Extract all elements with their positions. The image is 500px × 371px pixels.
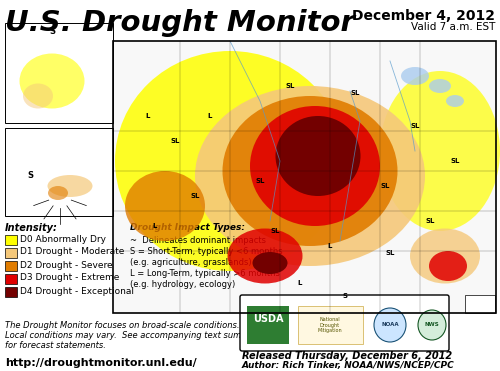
Text: http://droughtmonitor.unl.edu/: http://droughtmonitor.unl.edu/ <box>5 358 197 368</box>
Ellipse shape <box>195 86 425 266</box>
Bar <box>5 274 17 284</box>
Ellipse shape <box>401 67 429 85</box>
Text: S: S <box>342 293 347 299</box>
Text: S: S <box>27 171 33 181</box>
Text: SL: SL <box>380 183 390 189</box>
Text: Valid 7 a.m. EST: Valid 7 a.m. EST <box>410 22 495 32</box>
Bar <box>113 41 496 313</box>
Text: L: L <box>153 223 157 229</box>
Text: Intensity:: Intensity: <box>5 223 58 233</box>
Bar <box>113 41 496 313</box>
Ellipse shape <box>374 308 406 342</box>
Bar <box>5 128 113 216</box>
Text: NWS: NWS <box>424 322 440 328</box>
Text: L: L <box>146 113 150 119</box>
Ellipse shape <box>20 53 84 108</box>
Text: SL: SL <box>170 138 179 144</box>
Text: SL: SL <box>190 193 200 199</box>
Ellipse shape <box>125 171 205 241</box>
Ellipse shape <box>250 106 380 226</box>
Ellipse shape <box>228 229 302 283</box>
Text: SL: SL <box>410 123 420 129</box>
Text: (e.g. hydrology, ecology): (e.g. hydrology, ecology) <box>130 280 236 289</box>
Text: SL: SL <box>426 218 434 224</box>
Text: L = Long-Term, typically >6 months: L = Long-Term, typically >6 months <box>130 269 280 278</box>
Text: ~  Delineates dominant impacts: ~ Delineates dominant impacts <box>130 236 266 245</box>
Bar <box>5 248 17 258</box>
Text: SL: SL <box>286 83 294 89</box>
Text: SL: SL <box>386 250 394 256</box>
Ellipse shape <box>418 310 446 340</box>
Text: D0 Abnormally Dry: D0 Abnormally Dry <box>20 234 106 243</box>
Ellipse shape <box>429 251 467 281</box>
Text: S: S <box>49 26 55 36</box>
Text: D4 Drought - Exceptional: D4 Drought - Exceptional <box>20 286 134 295</box>
Text: NOAA: NOAA <box>381 322 399 328</box>
Ellipse shape <box>380 71 500 231</box>
Text: U.S. Drought Monitor: U.S. Drought Monitor <box>5 9 355 37</box>
Text: SL: SL <box>350 90 360 96</box>
Ellipse shape <box>410 229 480 283</box>
Ellipse shape <box>23 83 53 108</box>
Text: D2 Drought - Severe: D2 Drought - Severe <box>20 260 112 269</box>
Bar <box>298 306 363 344</box>
Text: Author: Rich Tinker, NOAA/NWS/NCEP/CPC: Author: Rich Tinker, NOAA/NWS/NCEP/CPC <box>242 361 455 370</box>
Text: SL: SL <box>256 178 264 184</box>
Text: The Drought Monitor focuses on broad-scale conditions.: The Drought Monitor focuses on broad-sca… <box>5 321 240 330</box>
Ellipse shape <box>252 252 288 274</box>
Text: Local conditions may vary.  See accompanying text summary: Local conditions may vary. See accompany… <box>5 331 263 340</box>
Text: D3 Drought - Extreme: D3 Drought - Extreme <box>20 273 119 282</box>
Bar <box>5 287 17 297</box>
Ellipse shape <box>429 79 451 93</box>
Text: L: L <box>328 243 332 249</box>
Text: USDA: USDA <box>253 314 283 324</box>
Bar <box>465 295 495 313</box>
Text: December 4, 2012: December 4, 2012 <box>352 9 495 23</box>
Text: SL: SL <box>450 158 460 164</box>
Text: L: L <box>298 280 302 286</box>
Text: for forecast statements.: for forecast statements. <box>5 341 106 350</box>
Text: S = Short-Term, typically <6 months: S = Short-Term, typically <6 months <box>130 247 282 256</box>
Bar <box>247 306 289 344</box>
Ellipse shape <box>276 116 360 196</box>
Text: (e.g. agriculture, grasslands): (e.g. agriculture, grasslands) <box>130 258 252 267</box>
Bar <box>5 235 17 245</box>
Ellipse shape <box>446 95 464 107</box>
Text: D1 Drought - Moderate: D1 Drought - Moderate <box>20 247 124 256</box>
Text: SL: SL <box>270 228 280 234</box>
Ellipse shape <box>48 186 68 200</box>
Ellipse shape <box>48 175 92 197</box>
Text: Released Thursday, December 6, 2012: Released Thursday, December 6, 2012 <box>242 351 452 361</box>
Text: Drought Impact Types:: Drought Impact Types: <box>130 223 245 232</box>
Ellipse shape <box>115 51 345 271</box>
Bar <box>5 23 113 123</box>
Text: L: L <box>208 113 212 119</box>
FancyBboxPatch shape <box>240 295 449 351</box>
Bar <box>5 261 17 271</box>
Ellipse shape <box>222 96 398 246</box>
Text: National
Drought
Mitigation: National Drought Mitigation <box>318 317 342 333</box>
